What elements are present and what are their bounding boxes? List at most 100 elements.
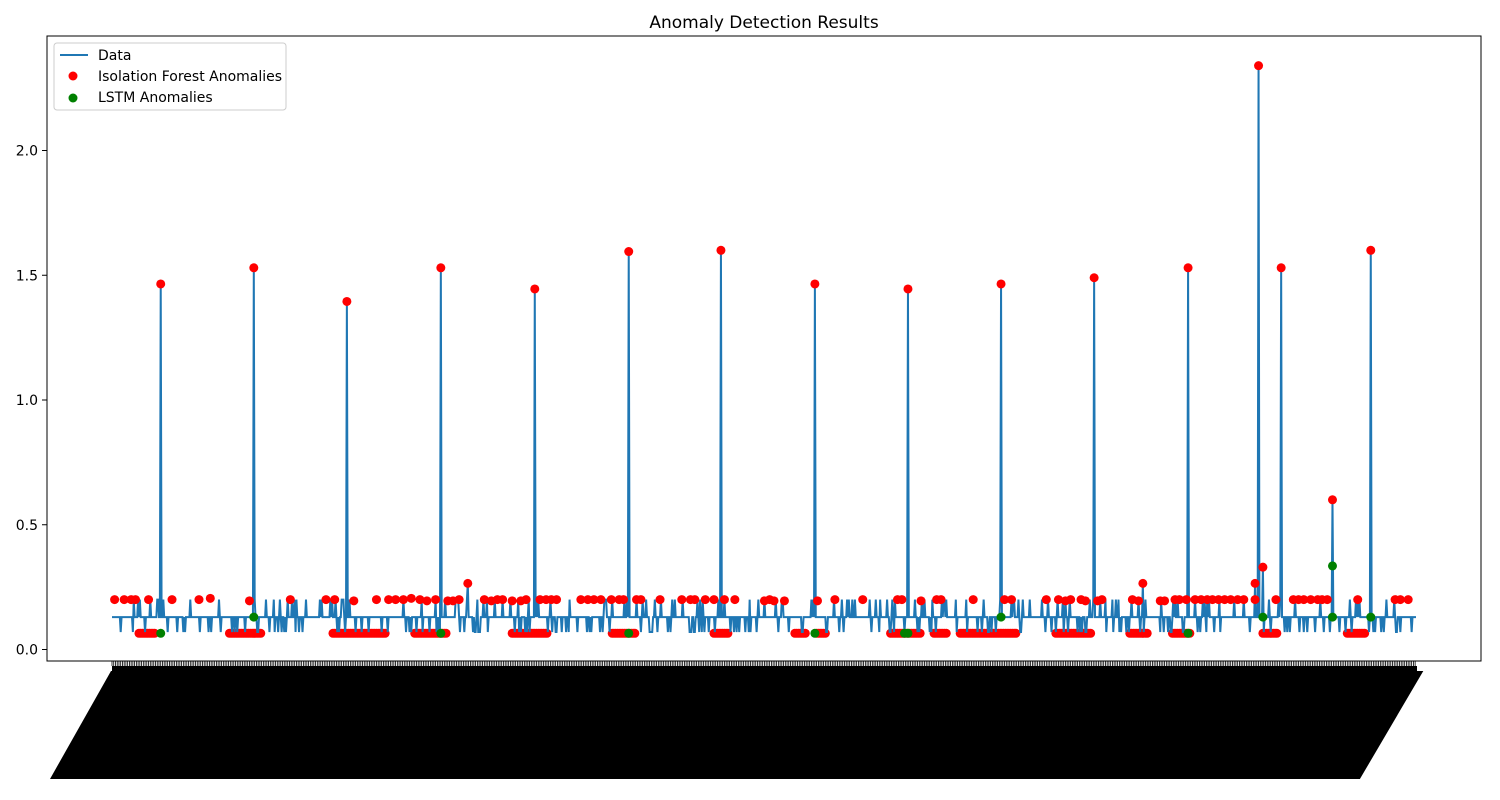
isolation-forest-point — [1258, 562, 1268, 572]
isolation-forest-point — [813, 596, 822, 606]
isolation-forest-point — [342, 296, 352, 306]
y-tick-label: 1.0 — [16, 393, 38, 409]
isolation-forest-point — [677, 595, 687, 605]
lstm-point — [1258, 612, 1268, 622]
data-series — [112, 65, 1416, 634]
isolation-forest-point — [244, 596, 254, 606]
isolation-forest-point — [110, 595, 120, 605]
isolation-forest-point — [436, 263, 446, 273]
isolation-forest-point — [1254, 61, 1264, 71]
isolation-forest-point — [1041, 595, 1051, 605]
isolation-forest-low-point — [941, 628, 951, 638]
y-tick-label: 1.5 — [16, 268, 38, 284]
isolation-forest-point — [1174, 595, 1184, 605]
isolation-forest-point — [1134, 596, 1143, 606]
isolation-forest-point — [589, 595, 599, 605]
isolation-forest-point — [1239, 595, 1249, 605]
isolation-forest-point — [719, 595, 729, 605]
isolation-forest-point — [422, 596, 432, 606]
isolation-forest-point — [1366, 245, 1376, 255]
x-ticks — [111, 661, 1416, 666]
isolation-forest-point — [596, 595, 606, 605]
isolation-forest-point — [1181, 595, 1191, 605]
lstm-point — [1183, 628, 1193, 638]
isolation-forest-point — [1097, 595, 1107, 605]
isolation-forest-point — [371, 595, 381, 605]
legend-box — [53, 42, 287, 111]
isolation-forest-point — [384, 595, 394, 605]
isolation-forest-point — [619, 595, 629, 605]
legend-lstm-swatch — [68, 93, 78, 103]
isolation-forest-point — [968, 595, 978, 605]
isolation-forest-point — [897, 595, 907, 605]
isolation-forest-point — [1089, 273, 1099, 283]
isolation-forest-point — [507, 596, 517, 606]
isolation-forest-point — [936, 595, 946, 605]
isolation-forest-point — [709, 595, 719, 605]
isolation-forest-point — [1299, 595, 1309, 605]
isolation-forest-point — [916, 596, 926, 606]
lstm-point — [903, 628, 913, 638]
isolation-forest-point — [1403, 595, 1413, 605]
isolation-forest-point — [1053, 595, 1063, 605]
y-tick-label: 0.5 — [16, 518, 38, 534]
isolation-forest-point — [1250, 578, 1260, 588]
legend-isolation-forest-swatch — [68, 71, 78, 81]
isolation-forest-point — [391, 595, 401, 605]
isolation-forest-point — [690, 595, 700, 605]
isolation-forest-point — [1226, 595, 1236, 605]
isolation-forest-point — [858, 595, 868, 605]
isolation-forest-low-point — [542, 628, 552, 638]
isolation-forest-point — [552, 595, 562, 605]
isolation-forest-low-point — [1011, 628, 1021, 638]
isolation-forest-point — [398, 595, 408, 605]
isolation-forest-point — [903, 284, 913, 294]
isolation-forest-point — [330, 595, 340, 605]
isolation-forest-point — [606, 595, 616, 605]
isolation-forest-point — [479, 595, 489, 605]
legend-isolation-forest-label: Isolation Forest Anomalies — [98, 69, 282, 85]
lstm-point — [1327, 612, 1337, 622]
isolation-forest-point — [1276, 263, 1286, 273]
isolation-forest-point — [1183, 263, 1193, 273]
isolation-forest-point — [1306, 595, 1316, 605]
isolation-forest-point — [406, 593, 416, 603]
isolation-forest-point — [454, 595, 464, 605]
isolation-forest-point — [996, 279, 1006, 289]
x-tick-band — [112, 666, 1417, 672]
lstm-point — [624, 628, 634, 638]
isolation-forest-point — [716, 245, 726, 255]
isolation-forest-point — [1395, 595, 1405, 605]
isolation-forest-point — [1322, 595, 1332, 605]
isolation-forest-markers — [110, 61, 1413, 606]
isolation-forest-point — [624, 247, 634, 257]
legend-data-label: Data — [98, 48, 131, 64]
y-tick-label: 2.0 — [16, 144, 38, 160]
isolation-forest-low-point — [1272, 628, 1282, 638]
isolation-forest-point — [349, 596, 359, 606]
isolation-forest-low-point — [1360, 628, 1370, 638]
isolation-forest-point — [1327, 495, 1337, 505]
lstm-point — [1327, 561, 1337, 571]
isolation-forest-point — [321, 595, 331, 605]
isolation-forest-low-point — [1086, 628, 1096, 638]
isolation-forest-point — [1250, 595, 1260, 605]
lstm-point — [156, 628, 166, 638]
isolation-forest-point — [156, 279, 166, 289]
chart-title: Anomaly Detection Results — [649, 13, 878, 33]
lstm-point — [436, 628, 446, 638]
isolation-forest-point — [700, 595, 710, 605]
lstm-point — [996, 612, 1006, 622]
isolation-forest-point — [730, 595, 740, 605]
isolation-forest-point — [167, 595, 177, 605]
lstm-point — [1366, 612, 1376, 622]
lstm-markers — [156, 561, 1376, 638]
isolation-forest-point — [636, 595, 646, 605]
isolation-forest-point — [144, 595, 154, 605]
lstm-point — [810, 628, 820, 638]
isolation-forest-point — [655, 595, 665, 605]
isolation-forest-point — [1160, 596, 1170, 606]
isolation-forest-point — [285, 595, 295, 605]
isolation-forest-point — [194, 595, 204, 605]
